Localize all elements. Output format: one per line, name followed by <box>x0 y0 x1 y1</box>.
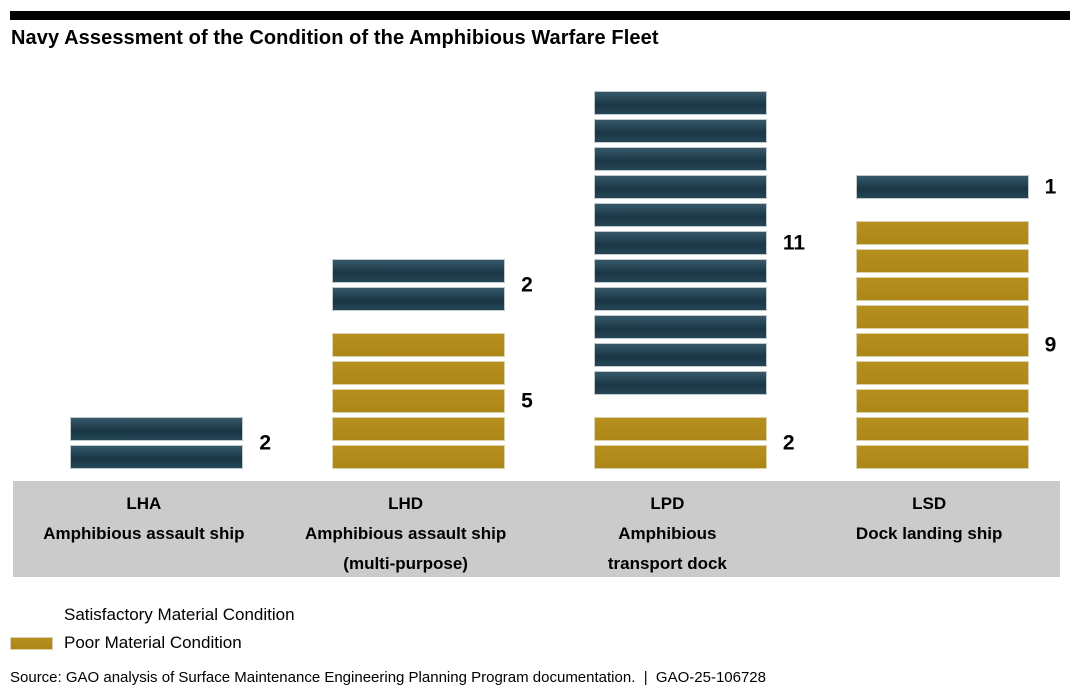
ship-unit-segment <box>855 333 1029 357</box>
category-label-line: Dock landing ship <box>855 524 1003 543</box>
category-label-line: Amphibious assault ship <box>305 524 507 543</box>
ship-unit-segment <box>593 175 767 199</box>
bar-column-lha: 2 <box>26 60 288 481</box>
satisfactory-swatch <box>10 609 53 622</box>
ship-unit-segment <box>593 287 767 311</box>
ship-unit-segment <box>855 221 1029 245</box>
ship-unit-segment <box>855 277 1029 301</box>
satisfactory-bar-group-lha: 2 <box>70 417 271 469</box>
category-label-line: Amphibious <box>618 524 717 543</box>
ship-unit-segment <box>332 417 506 441</box>
ship-unit-segment <box>593 119 767 143</box>
poor-swatch <box>10 636 53 650</box>
ship-unit-segment <box>332 333 506 357</box>
bar-column-lpd: 11 2 <box>550 60 812 481</box>
category-label-lha: LHA Amphibious assault ship <box>13 481 275 579</box>
poor-bar-group-lsd: 9 <box>855 221 1056 469</box>
title-rule <box>10 11 1070 20</box>
category-label-line: Amphibious assault ship <box>43 524 245 543</box>
satisfactory-bar-group-lpd: 11 <box>593 91 805 395</box>
category-label-lpd: LPD Amphibious transport dock <box>537 481 799 579</box>
chart-title: Navy Assessment of the Condition of the … <box>11 27 659 49</box>
legend-item-satisfactory: Satisfactory Material Condition <box>10 605 295 624</box>
ship-unit-segment <box>855 361 1029 385</box>
ship-unit-segment <box>855 305 1029 329</box>
ship-unit-segment <box>855 249 1029 273</box>
ship-unit-segment <box>593 445 767 469</box>
category-label-line: (multi-purpose) <box>343 554 468 573</box>
ship-unit-segment <box>332 259 506 283</box>
legend-label: Poor Material Condition <box>64 633 242 652</box>
ship-unit-segment <box>593 315 767 339</box>
ship-unit-segment <box>593 417 767 441</box>
ship-unit-segment <box>855 389 1029 413</box>
bar-count-label: 2 <box>259 431 272 455</box>
category-label-line: LSD <box>912 494 947 513</box>
ship-unit-segment <box>593 343 767 367</box>
category-label-line: LPD <box>650 494 685 513</box>
ship-unit-segment <box>332 287 506 311</box>
bar-count-label: 1 <box>1044 175 1057 199</box>
ship-unit-segment <box>855 445 1029 469</box>
bar-count-label: 11 <box>782 231 806 255</box>
x-axis-category-band: LHA Amphibious assault ship LHD Amphibious … <box>13 481 1060 577</box>
ship-unit-segment <box>593 147 767 171</box>
bar-count-label: 2 <box>521 273 533 297</box>
satisfactory-bar-group-lsd: 1 <box>855 175 1056 199</box>
bar-count-label: 2 <box>782 431 795 455</box>
poor-bar-group-lpd: 2 <box>593 417 795 469</box>
legend: Satisfactory Material Condition Poor Mate… <box>10 605 295 664</box>
ship-unit-segment <box>332 389 506 413</box>
category-label-lsd: LSD Dock landing ship <box>798 481 1060 579</box>
bar-count-label: 9 <box>1044 333 1057 357</box>
category-label-line: transport dock <box>607 554 727 573</box>
legend-label: Satisfactory Material Condition <box>64 605 295 624</box>
ship-unit-segment <box>332 445 506 469</box>
legend-item-poor: Poor Material Condition <box>10 633 295 652</box>
ship-unit-segment <box>332 361 506 385</box>
category-label-line: LHA <box>126 494 162 513</box>
source-note: Source: GAO analysis of Surface Maintena… <box>10 669 766 686</box>
satisfactory-bar-group-lhd: 2 <box>332 259 533 311</box>
bar-count-label: 5 <box>521 389 533 413</box>
ship-unit-segment <box>70 417 244 441</box>
ship-unit-segment <box>593 91 767 115</box>
category-label-lhd: LHD Amphibious assault ship (multi-purpose… <box>275 481 537 579</box>
ship-unit-segment <box>70 445 244 469</box>
ship-unit-segment <box>593 371 767 395</box>
ship-unit-segment <box>593 259 767 283</box>
ship-unit-segment <box>593 203 767 227</box>
bar-chart-plot-area: 2 2 5 11 2 1 9 <box>26 60 1073 481</box>
ship-unit-segment <box>855 175 1029 199</box>
poor-bar-group-lhd: 5 <box>332 333 533 469</box>
ship-unit-segment <box>593 231 767 255</box>
category-label-line: LHD <box>388 494 424 513</box>
ship-unit-segment <box>855 417 1029 441</box>
